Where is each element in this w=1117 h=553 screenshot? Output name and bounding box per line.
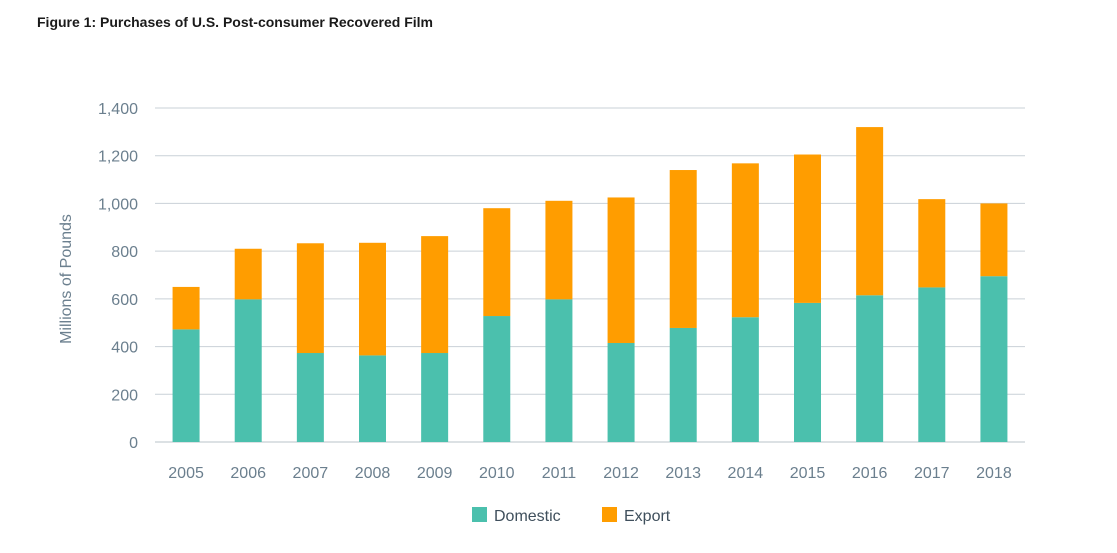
bar-export-2016 bbox=[856, 127, 884, 296]
legend-swatch-domestic bbox=[472, 507, 487, 522]
x-tick-label: 2013 bbox=[665, 465, 701, 482]
x-tick-label: 2006 bbox=[230, 465, 266, 482]
bar-export-2018 bbox=[980, 203, 1008, 277]
x-tick-label: 2010 bbox=[479, 465, 515, 482]
bar-domestic-2011 bbox=[545, 299, 573, 442]
x-tick-label: 2008 bbox=[355, 465, 391, 482]
bar-export-2014 bbox=[731, 163, 759, 318]
y-axis-title: Millions of Pounds bbox=[58, 214, 75, 344]
y-tick-label: 1,400 bbox=[98, 101, 138, 118]
y-tick-label: 400 bbox=[111, 340, 138, 357]
bars bbox=[172, 127, 1008, 442]
chart-title: Figure 1: Purchases of U.S. Post-consume… bbox=[37, 14, 433, 30]
bar-domestic-2017 bbox=[918, 287, 946, 442]
bar-domestic-2010 bbox=[483, 316, 511, 442]
bar-domestic-2014 bbox=[731, 317, 759, 442]
bar-export-2005 bbox=[172, 286, 200, 330]
legend-swatch-export bbox=[602, 507, 617, 522]
legend-label-export: Export bbox=[624, 508, 671, 525]
bar-export-2012 bbox=[607, 197, 635, 343]
bar-export-2008 bbox=[359, 242, 386, 356]
y-tick-label: 0 bbox=[129, 435, 138, 452]
x-axis-ticks: 2005 2006 2007 2008 2009 2010 2011 2012 2013 2014… bbox=[168, 465, 1012, 482]
y-tick-label: 1,000 bbox=[98, 196, 138, 213]
bar-export-2013 bbox=[669, 170, 697, 328]
bar-domestic-2015 bbox=[794, 302, 821, 442]
bar-domestic-2009 bbox=[421, 353, 449, 442]
x-tick-label: 2009 bbox=[417, 465, 453, 482]
x-tick-label: 2017 bbox=[914, 465, 950, 482]
x-tick-label: 2016 bbox=[852, 465, 888, 482]
x-tick-label: 2015 bbox=[790, 465, 826, 482]
bar-export-2009 bbox=[421, 236, 449, 354]
x-tick-label: 2011 bbox=[542, 465, 577, 482]
x-tick-label: 2007 bbox=[293, 465, 329, 482]
y-tick-label: 1,200 bbox=[98, 149, 138, 166]
legend-label-domestic: Domestic bbox=[494, 508, 561, 525]
bar-export-2015 bbox=[794, 154, 821, 303]
bar-domestic-2008 bbox=[359, 355, 386, 442]
bar-domestic-2018 bbox=[980, 276, 1008, 442]
bar-export-2006 bbox=[234, 248, 262, 300]
y-axis-ticks: 0 200 400 600 800 1,000 1,200 1,400 bbox=[98, 101, 138, 452]
y-tick-label: 200 bbox=[111, 387, 138, 404]
bar-export-2007 bbox=[296, 243, 324, 354]
gridlines bbox=[155, 107, 1025, 443]
bar-domestic-2013 bbox=[669, 327, 697, 442]
x-tick-label: 2012 bbox=[603, 465, 639, 482]
y-tick-label: 800 bbox=[111, 244, 138, 261]
legend: Domestic Export bbox=[472, 507, 671, 525]
x-tick-label: 2018 bbox=[976, 465, 1012, 482]
bar-export-2017 bbox=[918, 199, 946, 288]
bar-domestic-2006 bbox=[234, 299, 262, 442]
y-tick-label: 600 bbox=[111, 292, 138, 309]
bar-domestic-2012 bbox=[607, 342, 635, 442]
x-tick-label: 2005 bbox=[168, 465, 204, 482]
x-tick-label: 2014 bbox=[728, 465, 764, 482]
bar-domestic-2005 bbox=[172, 329, 200, 442]
bar-export-2010 bbox=[483, 208, 511, 317]
bar-domestic-2016 bbox=[856, 295, 884, 442]
bar-export-2011 bbox=[545, 200, 573, 300]
bar-domestic-2007 bbox=[296, 353, 324, 442]
